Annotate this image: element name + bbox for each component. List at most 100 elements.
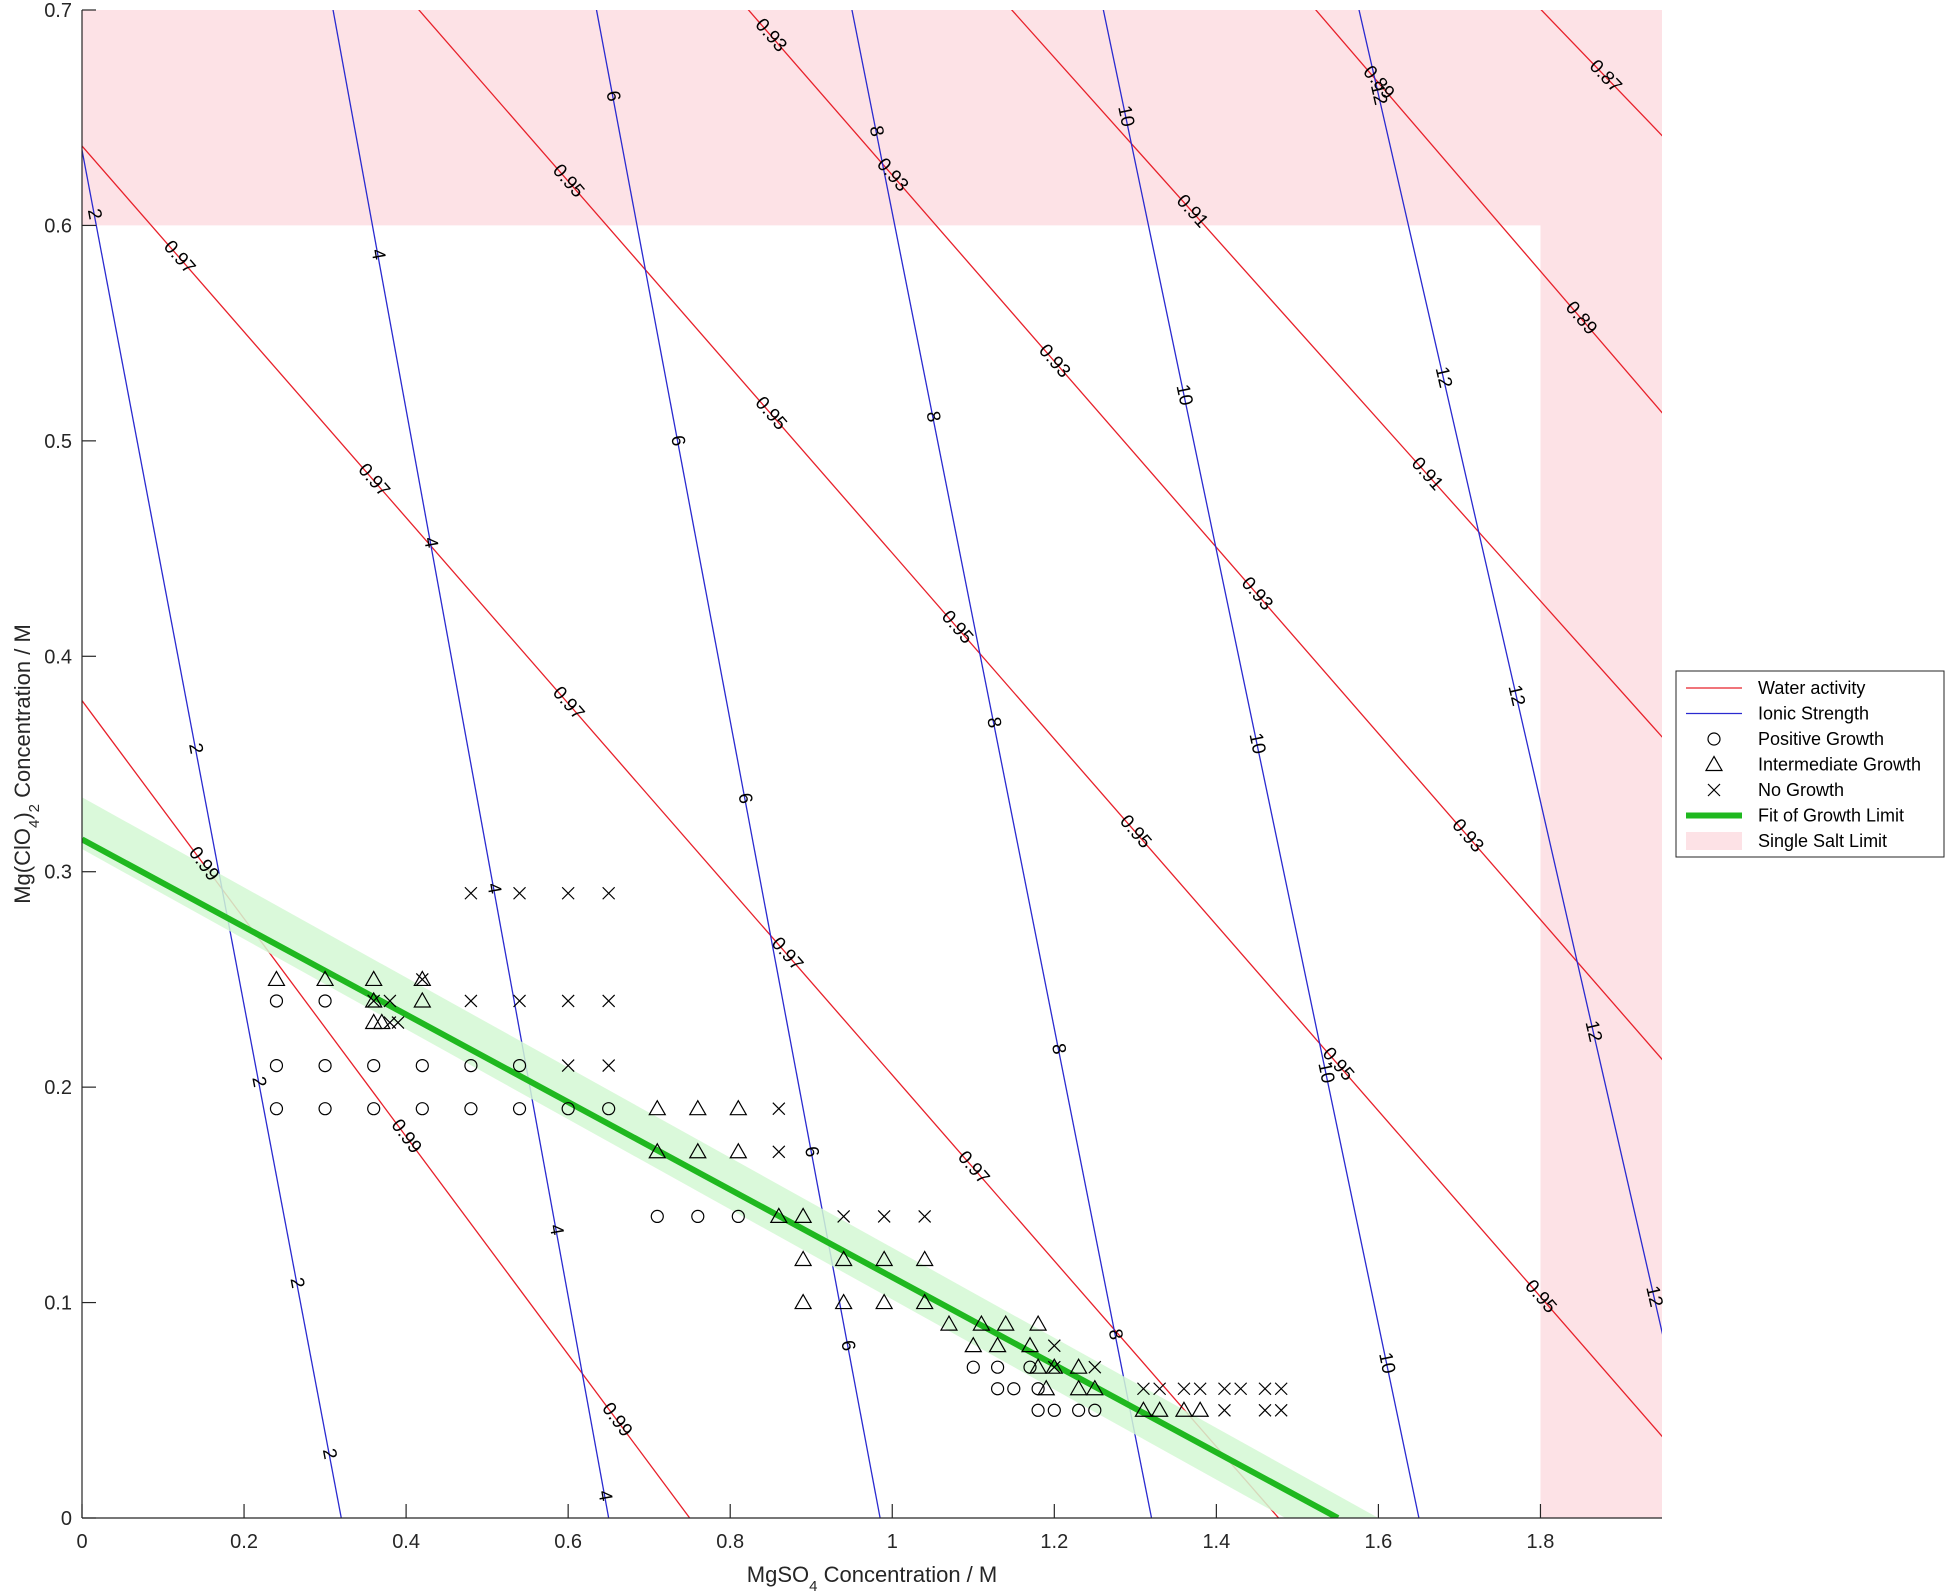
water-activity-contour-0.87 (1540, 10, 1662, 137)
title-part: Mg(ClO (10, 828, 35, 904)
triangle-marker (996, 1314, 1015, 1331)
legend-label: Water activity (1758, 678, 1865, 698)
ionic-strength-label-text: 8 (1104, 1327, 1127, 1341)
ionic-strength-label-text: 2 (83, 207, 106, 221)
water-activity-contour-0.95 (418, 10, 1662, 1438)
triangle-marker (1069, 1357, 1088, 1374)
legend-entry: No Growth (1707, 780, 1844, 800)
cross-marker (772, 1102, 786, 1116)
water-activity-contour-0.89 (1315, 10, 1662, 414)
ionic-strength-label-6: 6 (601, 89, 624, 103)
cross-marker (383, 994, 397, 1008)
ionic-strength-label-text: 10 (1113, 104, 1138, 129)
ionic-strength-contour-4 (332, 10, 610, 1518)
ionic-strength-label-text: 12 (1504, 683, 1529, 708)
legend-triangle-swatch (1704, 755, 1724, 772)
circle-marker (990, 1382, 1005, 1396)
ionic-strength-label-4: 4 (545, 1223, 568, 1238)
y-axis-title: Mg(ClO4)2 Concentration / M (10, 624, 43, 904)
ionic-strength-label-text: 8 (982, 715, 1005, 729)
ionic-strength-label-2: 2 (318, 1447, 341, 1461)
triangle-marker (413, 991, 432, 1008)
ionic-strength-label-4: 4 (593, 1489, 616, 1504)
circle-marker (512, 1102, 527, 1116)
ionic-strength-label-text: 6 (800, 1145, 823, 1159)
triangle-marker (915, 1250, 934, 1267)
triangle-marker (1085, 1379, 1104, 1396)
circle-marker (691, 1209, 705, 1224)
ionic-strength-label-text: 6 (836, 1339, 859, 1353)
triangle-marker (316, 970, 335, 987)
legend-label: No Growth (1758, 780, 1844, 800)
cross-marker (464, 886, 478, 900)
triangle-marker (769, 1207, 788, 1224)
legend-circle-swatch (1707, 732, 1721, 746)
growth-limit-fit (82, 797, 1379, 1518)
ionic-strength-label-text: 10 (1374, 1351, 1399, 1376)
cross-marker (877, 1209, 891, 1223)
legend-entry: Positive Growth (1707, 729, 1884, 749)
cross-marker (1274, 1382, 1288, 1396)
ionic-strength-label-4: 4 (419, 536, 442, 551)
y-tick-label: 0.4 (44, 646, 72, 668)
ionic-strength-label-text: 12 (1641, 1284, 1666, 1309)
ionic-strength-label-text: 8 (865, 124, 888, 138)
cross-marker (415, 973, 429, 986)
fit-confidence-band (82, 797, 1379, 1518)
triangle-marker (794, 1250, 813, 1267)
ionic-strength-label-text: 4 (419, 536, 442, 551)
fit-of-growth-limit-line (82, 836, 1340, 1518)
title-part: Concentration / M (10, 624, 35, 804)
legend-label: Fit of Growth Limit (1758, 806, 1904, 826)
growth-markers (267, 886, 1288, 1417)
triangle-marker (372, 1013, 391, 1030)
circle-marker (1072, 1403, 1086, 1417)
legend-patch-swatch (1686, 832, 1742, 850)
ionic-strength-contour-2 (82, 149, 342, 1518)
ionic-strength-label-text: 6 (733, 791, 756, 805)
ionic-strength-label-text: 8 (1047, 1042, 1070, 1056)
cross-marker (464, 994, 478, 1008)
circle-marker (731, 1209, 745, 1224)
circle-marker (415, 1102, 429, 1116)
ionic-strength-label-text: 2 (318, 1447, 341, 1461)
legend-label: Positive Growth (1758, 729, 1884, 749)
cross-marker (1218, 1403, 1231, 1417)
ionic-strength-label-6: 6 (800, 1145, 823, 1159)
ionic-strength-label-text: 2 (285, 1276, 308, 1290)
y-tick-label: 0.6 (44, 215, 72, 237)
x-tick-label: 0.4 (392, 1531, 420, 1553)
ionic-strength-label-text: 10 (1172, 383, 1197, 408)
ionic-strength-label-12: 12 (1581, 1019, 1606, 1044)
triangle-marker (1174, 1401, 1193, 1417)
circle-marker (415, 1058, 429, 1073)
triangle-marker (834, 1293, 853, 1310)
x-tick-label: 0.8 (716, 1531, 744, 1553)
ionic-strength-label-8: 8 (982, 715, 1005, 729)
triangle-marker (1029, 1357, 1048, 1374)
title-part: Concentration / M (817, 1562, 997, 1587)
legend-entry: Ionic Strength (1686, 704, 1869, 724)
ionic-strength-label-10: 10 (1172, 383, 1197, 408)
ionic-strength-label-6: 6 (666, 434, 689, 448)
cross-marker (513, 994, 526, 1008)
legend-cross-swatch (1707, 783, 1721, 797)
circle-marker (318, 1102, 332, 1116)
legend-box (1675, 670, 1945, 858)
cross-marker (1218, 1382, 1231, 1396)
circle-marker (464, 1102, 478, 1116)
x-tick-label: 0 (76, 1531, 87, 1553)
legend-label: Ionic Strength (1758, 704, 1869, 724)
triangle-marker (834, 1250, 853, 1267)
legend-label: Single Salt Limit (1758, 831, 1887, 851)
ionic-strength-label-12: 12 (1366, 82, 1391, 107)
x-axis-title: MgSO4 Concentration / M (747, 1562, 997, 1592)
cross-marker (561, 994, 575, 1008)
circle-marker (269, 1102, 284, 1116)
ionic-strength-label-8: 8 (865, 124, 888, 138)
triangle-marker (1037, 1379, 1056, 1396)
ionic-strength-label-text: 4 (366, 247, 389, 262)
triangle-marker (648, 1099, 667, 1116)
triangle-marker (1069, 1379, 1088, 1396)
